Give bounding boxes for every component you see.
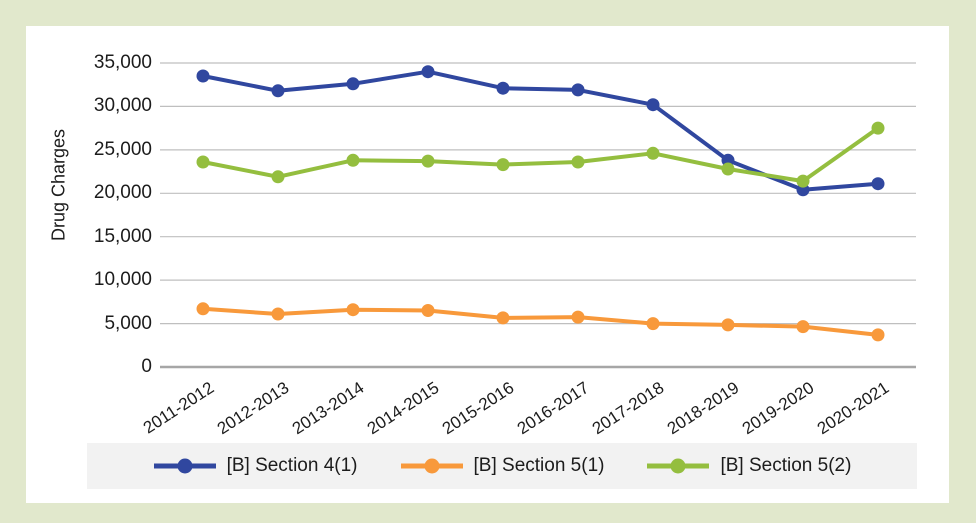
data-point [496,311,510,325]
data-point [871,328,885,342]
y-tick-label: 15,000 [93,226,152,247]
data-point [646,317,660,331]
data-point [571,83,585,97]
data-point [571,310,585,324]
data-point [646,146,660,160]
data-point [271,84,285,98]
plot-area [160,62,916,369]
data-point [796,174,810,188]
data-point [871,177,885,191]
y-tick-label: 35,000 [93,52,152,73]
series-line-2 [201,126,880,184]
legend-item-0: [B] Section 4(1) [153,455,358,477]
chart-panel: Drug Charges 0 5,000 10,000 15,000 20,000 25,… [26,26,949,503]
y-tick-label: 20,000 [93,182,152,203]
y-tick-label: 10,000 [93,269,152,290]
legend-label: [B] Section 5(1) [473,455,605,476]
data-point [721,318,735,332]
legend-label: [B] Section 4(1) [226,455,358,476]
data-point [421,154,435,168]
y-tick-label: 30,000 [93,95,152,116]
data-point [721,162,735,176]
series-line-1 [201,306,880,337]
data-point [196,69,210,83]
data-point [796,320,810,334]
data-point [496,81,510,95]
y-tick-label: 5,000 [104,313,152,334]
data-point [421,65,435,79]
y-tick-label: 0 [141,356,152,377]
data-point [196,302,210,316]
data-point [271,170,285,184]
legend-label: [B] Section 5(2) [720,455,852,476]
legend-marker-icon [400,458,463,474]
data-point [346,77,360,91]
legend: [B] Section 4(1) [B] Section 5(1) [B] Sect… [87,443,917,489]
legend-item-1: [B] Section 5(1) [400,455,605,477]
data-point [346,303,360,317]
y-tick-label: 25,000 [93,139,152,160]
data-point [271,307,285,321]
data-point [196,155,210,169]
data-point [346,153,360,167]
data-point [646,98,660,112]
data-point [571,155,585,169]
legend-item-2: [B] Section 5(2) [646,455,851,477]
legend-marker-icon [153,458,216,474]
data-point [496,158,510,172]
data-point [421,304,435,317]
legend-marker-icon [647,458,710,474]
data-point [871,121,885,135]
